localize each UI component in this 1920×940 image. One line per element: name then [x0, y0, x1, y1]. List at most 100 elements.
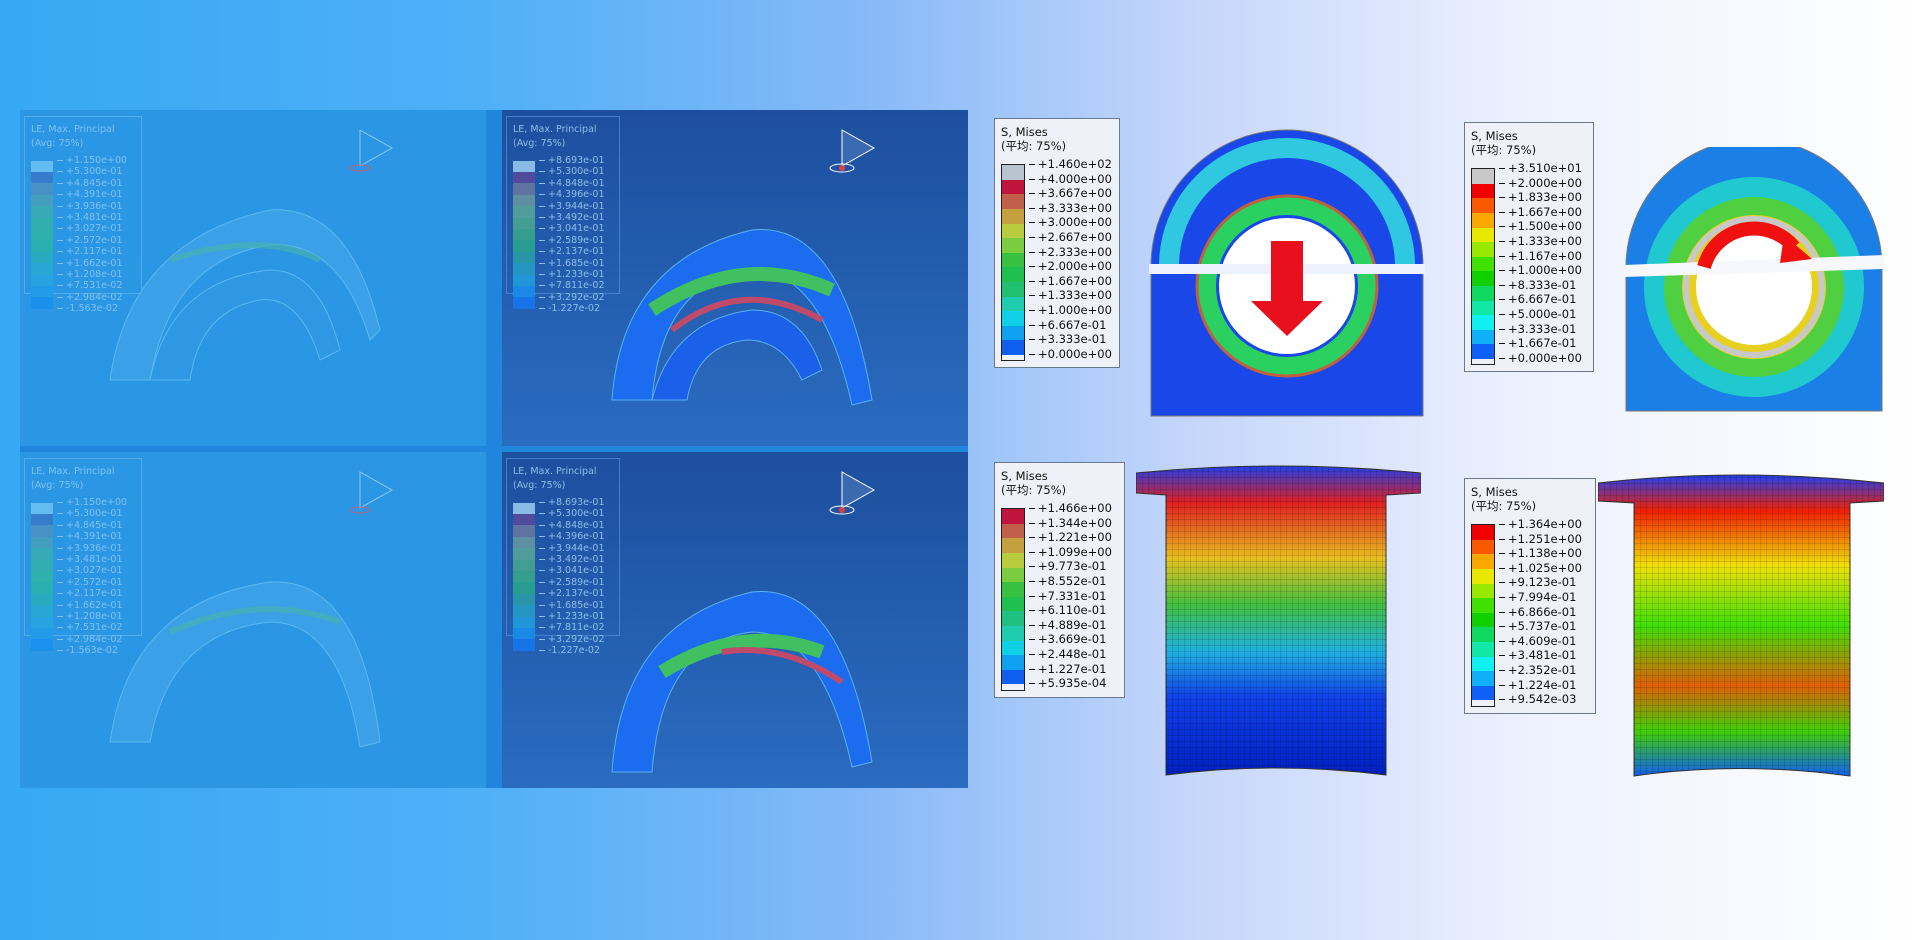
legend-top-right: LE, Max. Principal (Avg: 75%) +8.693e-01 +5… — [506, 116, 620, 314]
legend-value: +5.737e-01 — [1499, 619, 1582, 634]
legend-value: +5.300e-01 — [539, 166, 605, 177]
legend-swatch — [1472, 213, 1494, 228]
legend-value: +1.662e-01 — [57, 258, 127, 269]
legend-subtitle: (Avg: 75%) — [513, 138, 566, 149]
legend-body: +1.150e+00 +5.300e-01 +4.845e-01 +4.391e-01… — [31, 497, 135, 656]
legend-value: +2.137e-01 — [539, 246, 605, 257]
legend-swatch — [1472, 183, 1494, 199]
legend-swatch — [31, 514, 53, 526]
legend-swatch — [513, 217, 535, 230]
legend-value: +4.396e-01 — [539, 189, 605, 200]
legend-title: S, Mises — [1001, 125, 1048, 139]
legend-swatch — [513, 605, 535, 617]
legend-swatch — [513, 571, 535, 583]
legend-swatch — [31, 559, 53, 572]
legend-swatch — [1002, 340, 1024, 356]
legend-colorbar — [31, 160, 53, 315]
legend-value: +3.333e-01 — [1029, 332, 1112, 347]
legend-value: +3.492e-01 — [539, 554, 605, 565]
legend-value: +2.000e+00 — [1029, 259, 1112, 274]
sleeve-model-1 — [1136, 465, 1421, 776]
legend-swatch — [1002, 523, 1024, 539]
legend-colorbar — [1471, 524, 1495, 707]
legend-value: +2.572e-01 — [57, 235, 127, 246]
legend-value: +4.848e-01 — [539, 178, 605, 189]
legend-value: +7.811e-02 — [539, 622, 605, 633]
legend-value: +3.481e-01 — [57, 212, 127, 223]
legend-swatch — [513, 194, 535, 207]
legend-swatch — [31, 274, 53, 286]
legend-value: +3.936e-01 — [57, 543, 127, 554]
legend-body: +1.460e+02 +4.000e+00 +3.667e+00 +3.333e+00… — [1001, 157, 1113, 362]
legend-swatch — [1472, 329, 1494, 345]
panel-top-left: LE, Max. Principal (Avg: 75%) +1.150e+00 +5… — [20, 110, 486, 446]
legend-labels: +1.466e+00 +1.344e+00 +1.221e+00 +1.099e+00… — [1029, 501, 1112, 691]
legend-value: +3.944e-01 — [539, 543, 605, 554]
legend-value: +3.333e-01 — [1499, 322, 1582, 337]
legend-value: +3.510e+01 — [1499, 161, 1582, 176]
legend-value: +1.833e+00 — [1499, 190, 1582, 205]
legend-swatch — [31, 616, 53, 628]
legend-value: +3.944e-01 — [539, 201, 605, 212]
legend-value: +8.333e-01 — [1499, 278, 1582, 293]
legend-swatch — [31, 627, 53, 640]
legend-swatch — [513, 206, 535, 218]
legend-value: +4.391e-01 — [57, 531, 127, 542]
legend-subtitle: (平均: 75%) — [1001, 483, 1067, 497]
legend-value: +3.481e-01 — [57, 554, 127, 565]
legend-title: S, Mises — [1471, 129, 1518, 143]
legend-swatch — [1472, 271, 1494, 287]
legend-value: +3.000e+00 — [1029, 215, 1112, 230]
legend-value: +2.352e-01 — [1499, 663, 1582, 678]
legend-swatch — [1002, 596, 1024, 612]
legend-swatch — [1472, 525, 1494, 540]
legend-value: +3.333e+00 — [1029, 201, 1112, 216]
legend-value: +1.000e+00 — [1499, 263, 1582, 278]
legend-swatch — [31, 194, 53, 207]
legend-value: +7.331e-01 — [1029, 589, 1112, 604]
axis-triad-icon — [349, 471, 394, 514]
legend-value: +2.137e-01 — [539, 588, 605, 599]
legend-value: +4.848e-01 — [539, 520, 605, 531]
legend-swatch — [1472, 598, 1494, 613]
legend-value: +3.481e-01 — [1499, 648, 1582, 663]
legend-swatch — [1472, 256, 1494, 272]
legend-swatch — [31, 536, 53, 549]
legend-value: +1.224e-01 — [1499, 678, 1582, 693]
legend-value: +2.572e-01 — [57, 577, 127, 588]
legend-value: +1.227e-01 — [1029, 662, 1112, 677]
legend-value: +4.609e-01 — [1499, 634, 1582, 649]
legend-value: +1.099e+00 — [1029, 545, 1112, 560]
legend-value: +6.667e-01 — [1499, 292, 1582, 307]
legend-swatch — [1472, 286, 1494, 301]
legend-swatch — [513, 639, 535, 651]
legend-swatch — [513, 502, 535, 515]
legend-value: +1.667e+00 — [1029, 274, 1112, 289]
twist-arrow-icon — [1697, 221, 1800, 270]
legend-value: +1.167e+00 — [1499, 249, 1582, 264]
legend-swatch — [513, 229, 535, 241]
legend-swatch — [1002, 311, 1024, 326]
legend-swatch — [1002, 582, 1024, 597]
legend-value: +9.123e-01 — [1499, 575, 1582, 590]
legend-labels: +1.150e+00 +5.300e-01 +4.845e-01 +4.391e-01… — [57, 497, 127, 656]
legend-value: +1.685e-01 — [539, 600, 605, 611]
legend-bracket-twist: S, Mises (平均: 75%) +3.510e+01 +2.000e+00 +1.… — [1464, 122, 1594, 373]
legend-swatch — [31, 160, 53, 173]
legend-swatch — [1002, 325, 1024, 341]
strain-results-grid: LE, Max. Principal (Avg: 75%) +1.150e+00 +5… — [20, 110, 968, 788]
legend-value: +1.233e-01 — [539, 269, 605, 280]
legend-value: +2.589e-01 — [539, 235, 605, 246]
legend-subtitle: (Avg: 75%) — [31, 480, 84, 491]
legend-value: +6.667e-01 — [1029, 318, 1112, 333]
legend-swatch — [1472, 315, 1494, 330]
legend-value: +4.845e-01 — [57, 520, 127, 531]
legend-swatch — [1002, 267, 1024, 283]
legend-swatch — [31, 571, 53, 583]
legend-swatch — [31, 548, 53, 560]
legend-colorbar — [1001, 508, 1025, 691]
legend-swatch — [31, 251, 53, 264]
legend-value: +1.466e+00 — [1029, 501, 1112, 516]
legend-swatch — [513, 263, 535, 275]
legend-body: +8.693e-01 +5.300e-01 +4.848e-01 +4.396e-01… — [513, 155, 613, 314]
